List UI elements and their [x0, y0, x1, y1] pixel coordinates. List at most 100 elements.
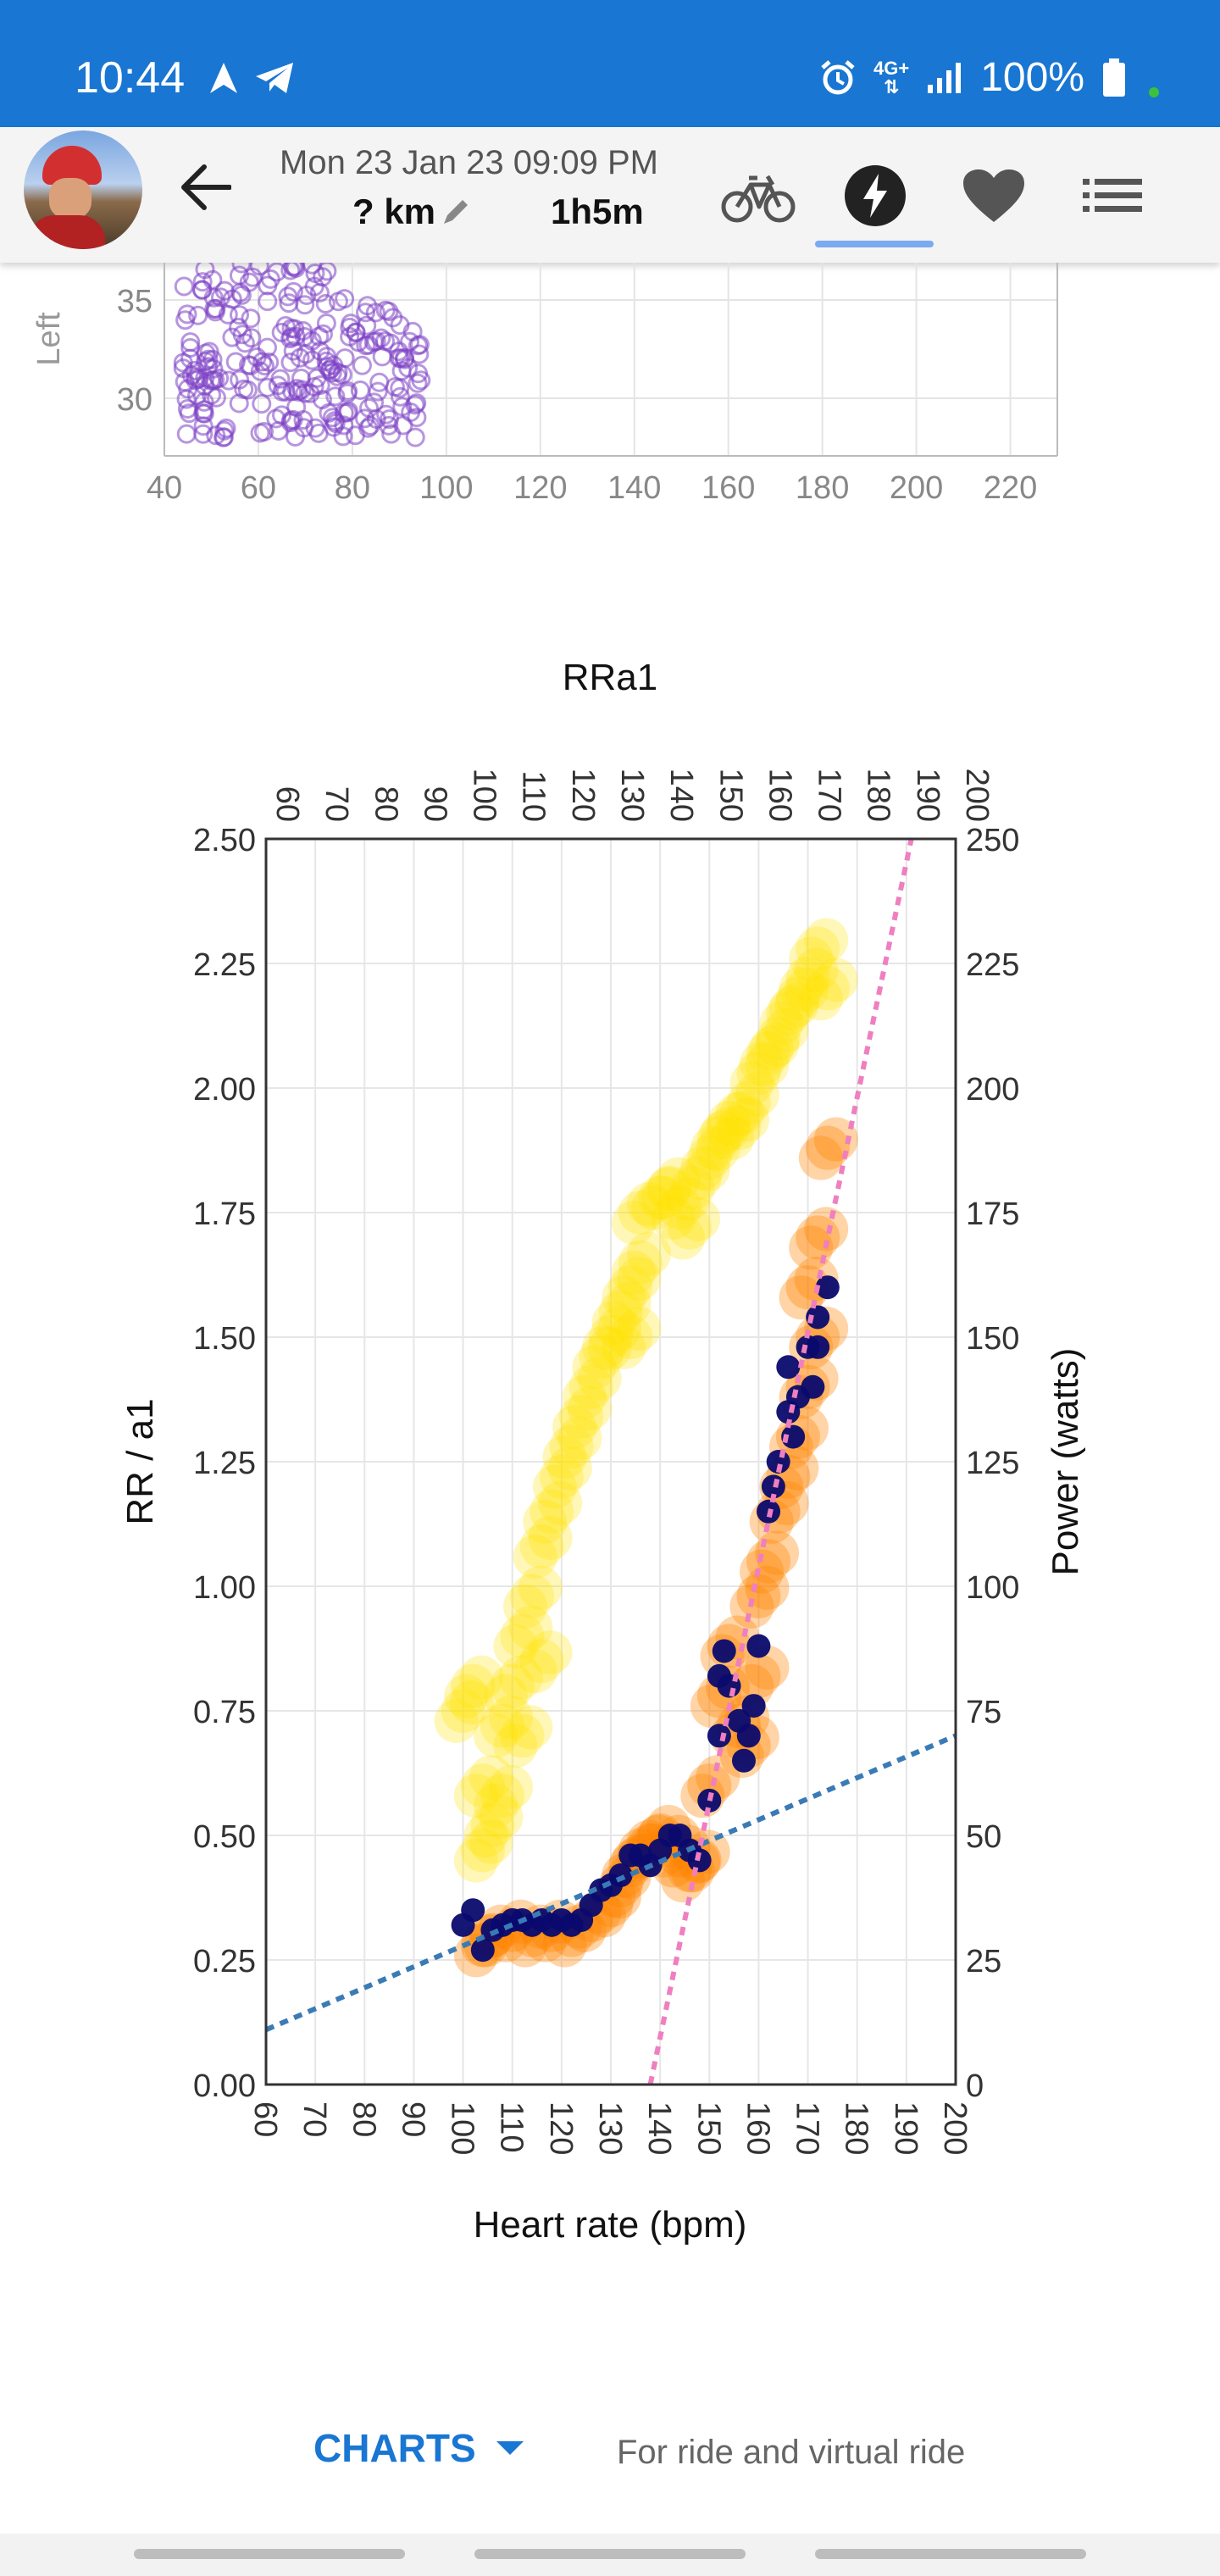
- rra1-point: [500, 1613, 545, 1658]
- top-chart-point: [205, 302, 225, 322]
- rra1-point: [434, 1699, 479, 1743]
- rra1-point: [542, 1435, 587, 1480]
- rra1-point: [794, 947, 839, 992]
- rra1-point: [710, 1116, 755, 1161]
- top-chart-point: [345, 425, 365, 446]
- nav-pill-left[interactable]: [134, 2549, 405, 2559]
- top-chart-point: [322, 363, 342, 383]
- rra1-point: [582, 1325, 626, 1369]
- rra1-point: [508, 1705, 553, 1750]
- back-arrow-icon: [181, 164, 231, 210]
- rra1-point: [577, 1356, 622, 1401]
- rra1-xtick-bottom: 70: [297, 2101, 332, 2137]
- rra1-point: [618, 1191, 663, 1235]
- back-button[interactable]: [178, 159, 234, 215]
- rra1-point: [493, 1724, 538, 1768]
- rra1-xtick-top: 100: [467, 769, 502, 822]
- top-chart-point: [390, 386, 410, 407]
- rra1-point: [547, 1446, 592, 1491]
- rra1-point: [480, 1773, 525, 1818]
- alarm-icon: [821, 60, 855, 95]
- top-chart-point: [319, 402, 339, 423]
- top-chart-point: [305, 418, 325, 438]
- top-chart-point: [241, 308, 261, 329]
- rra1-point: [735, 1072, 779, 1117]
- tab-bike[interactable]: [712, 149, 805, 242]
- rra1-point: [631, 1185, 676, 1230]
- top-chart-point: [291, 369, 311, 389]
- tab-list[interactable]: [1066, 149, 1159, 242]
- rra1-xtick-bottom: 180: [839, 2101, 874, 2155]
- rra1-series-0: [434, 918, 858, 1883]
- rra1-xtick-top: 90: [417, 786, 452, 822]
- rra1-point: [626, 1231, 671, 1276]
- top-chart-point: [408, 373, 428, 393]
- top-chart-xtick: 60: [241, 470, 276, 506]
- tab-power[interactable]: [829, 149, 922, 242]
- rra1-xtick-bottom: 100: [445, 2101, 480, 2155]
- rra1-point: [509, 1574, 554, 1618]
- rra1-ytick: 2.25: [193, 947, 256, 983]
- rra1-xtick-top: 70: [319, 786, 354, 822]
- top-chart-point: [405, 427, 425, 447]
- activity-duration: 1h5m: [551, 192, 644, 231]
- rra1-point: [513, 1534, 557, 1579]
- rra1-xtick-top: 140: [663, 769, 699, 822]
- rra1-point: [726, 1080, 771, 1125]
- activity-date: Mon 23 Jan 23 09:09 PM: [280, 144, 658, 181]
- signal-icon: [928, 63, 962, 93]
- rra1-point: [680, 1146, 725, 1191]
- activity-distance[interactable]: ? km: [352, 192, 436, 231]
- rra1-xtick-top: 130: [614, 769, 650, 822]
- rra1-point: [460, 1828, 505, 1873]
- top-chart-point: [297, 285, 317, 305]
- rra1-point: [725, 1097, 770, 1142]
- rra1-y2tick: 200: [966, 1072, 1019, 1108]
- top-chart-point: [247, 347, 267, 367]
- top-chart-point: [191, 280, 212, 300]
- rra1-point: [736, 1653, 781, 1698]
- top-chart-xtick: 40: [147, 470, 182, 506]
- status-bar: 10:44 4G+ ⇅ 100%: [0, 0, 1220, 127]
- rra1-point: [804, 1207, 849, 1252]
- rra1-point: [444, 1674, 489, 1718]
- rra1-point: [766, 991, 811, 1035]
- top-chart-point: [376, 404, 396, 425]
- rra1-point: [532, 1464, 577, 1509]
- privacy-indicator: [1149, 87, 1159, 97]
- tab-heart[interactable]: [947, 149, 1040, 242]
- charts-dropdown-button[interactable]: CHARTS: [313, 2425, 525, 2471]
- top-chart-point: [356, 303, 376, 323]
- nav-pill-center[interactable]: [474, 2549, 746, 2559]
- top-chart-point: [364, 392, 385, 413]
- avatar[interactable]: [24, 130, 142, 249]
- rra1-y2tick: 125: [966, 1446, 1019, 1481]
- edit-pencil-icon[interactable]: [441, 197, 471, 227]
- top-chart-point: [395, 347, 415, 368]
- rra1-point: [685, 1146, 730, 1191]
- rra1-xtick-bottom: 80: [346, 2101, 381, 2137]
- rra1-xtick-bottom: 120: [543, 2101, 579, 2155]
- rra1-ytick: 0.25: [193, 1944, 256, 1979]
- rra1-ytick: 0.00: [193, 2068, 256, 2104]
- rra1-point: [611, 1201, 656, 1245]
- rra1-point: [756, 1016, 801, 1061]
- rra1-xtick-bottom: 90: [395, 2101, 430, 2137]
- rra1-point: [518, 1565, 563, 1610]
- rra1-point: [801, 1374, 825, 1399]
- rra1-xtick-top: 80: [368, 786, 403, 822]
- rra1-point: [666, 1177, 711, 1222]
- chevron-down-icon: [496, 2441, 524, 2455]
- nav-pill-right[interactable]: [815, 2549, 1086, 2559]
- rra1-point: [696, 1115, 741, 1160]
- top-chart-point: [252, 394, 272, 414]
- rra1-point: [608, 1265, 653, 1310]
- top-chart-point: [214, 427, 234, 447]
- rra1-y2tick: 25: [966, 1944, 1001, 1979]
- rra1-point: [549, 1424, 594, 1469]
- rra1-point: [587, 1326, 632, 1371]
- rra1-point: [441, 1689, 485, 1733]
- rra1-point: [813, 958, 858, 1002]
- rra1-xtick-top: 110: [516, 770, 552, 822]
- rra1-xtick-bottom: 150: [690, 2101, 726, 2155]
